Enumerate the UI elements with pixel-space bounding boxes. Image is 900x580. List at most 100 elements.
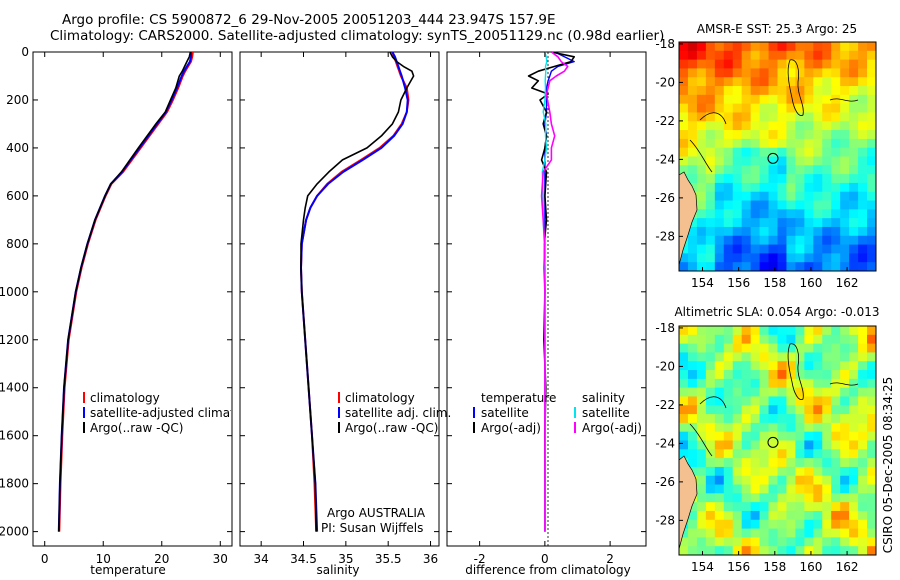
map-cell <box>687 440 698 450</box>
map-cell <box>813 68 823 78</box>
map-cell <box>795 546 805 555</box>
map-cell <box>777 209 788 219</box>
map-cell <box>786 449 796 459</box>
salinity-xtick-label: 36 <box>423 552 438 566</box>
map-cell <box>822 77 832 87</box>
difference-xtick-label: 0 <box>541 552 549 566</box>
map-cell <box>741 326 752 336</box>
map-cell <box>714 510 725 521</box>
reef-contour <box>787 59 804 117</box>
map-cell <box>804 262 814 271</box>
map-cell <box>849 440 859 450</box>
map-cell <box>777 68 788 78</box>
map-cell <box>804 334 814 345</box>
map-cell <box>849 396 859 406</box>
map-cell <box>714 414 725 424</box>
map-cell <box>732 218 743 228</box>
map-cell <box>687 77 698 87</box>
map-cell <box>705 94 716 105</box>
map-cell <box>840 138 850 149</box>
map-cell <box>696 174 707 184</box>
map-cell <box>804 209 814 219</box>
map-cell <box>741 235 752 246</box>
map-cell <box>867 440 876 450</box>
map-cell <box>849 68 859 78</box>
map-cell <box>759 68 770 78</box>
map-cell <box>768 253 779 263</box>
sla-map-title: Altimetric SLA: 0.054 Argo: -0.013 <box>674 305 879 319</box>
map-cell <box>705 537 716 547</box>
map-cell <box>768 138 779 149</box>
map-cell <box>679 343 689 354</box>
map-cell <box>858 147 868 158</box>
map-cell <box>705 226 716 237</box>
map-cell <box>741 414 752 424</box>
map-cell <box>705 191 716 202</box>
map-cell <box>858 86 868 96</box>
map-cell <box>723 370 734 380</box>
map-cell <box>822 475 832 486</box>
map-cell <box>759 77 770 87</box>
map-axis-ticks: 154 156 158 160 162 -18 -20 -22 -24 -26 -28 154 156 1… <box>655 37 858 574</box>
map-cell <box>759 378 770 389</box>
map-cell <box>732 209 743 219</box>
map-cell <box>849 209 859 219</box>
map-cell <box>849 466 859 477</box>
map-cell <box>705 405 716 415</box>
map-cell <box>867 510 876 521</box>
map-cell <box>732 502 743 512</box>
map-cell <box>687 121 698 131</box>
map-cell <box>759 42 770 52</box>
map-cell <box>849 528 859 538</box>
map-cell <box>795 387 805 398</box>
map-cell <box>786 484 796 494</box>
map-cell <box>840 86 850 96</box>
map-cell <box>804 42 814 52</box>
map-cell <box>777 112 788 122</box>
map-cell <box>741 449 752 459</box>
map-cell <box>804 121 814 131</box>
map-cell <box>714 174 725 184</box>
map-cell <box>867 475 876 486</box>
map-cell <box>831 42 841 52</box>
map-cell <box>804 440 814 450</box>
map-cell <box>687 334 698 345</box>
map-cell <box>732 396 743 406</box>
map-cell <box>741 475 752 486</box>
map-cell <box>687 396 698 406</box>
sla-map-cells <box>679 326 876 555</box>
map-cell <box>867 422 876 433</box>
map-cell <box>795 112 805 122</box>
map-cell <box>840 68 850 78</box>
map-cell <box>723 112 734 122</box>
map-cell <box>786 130 796 140</box>
map-cell <box>786 528 796 538</box>
map-cell <box>822 510 832 521</box>
map-cell <box>804 138 814 149</box>
map-cell <box>732 182 743 193</box>
map-cell <box>741 59 752 70</box>
map-cell <box>795 138 805 149</box>
map-cell <box>732 378 743 389</box>
map-cell <box>822 209 832 219</box>
map-cell <box>679 414 689 424</box>
bathymetry-contour <box>689 382 859 457</box>
map-cell <box>759 50 770 61</box>
map-cell <box>777 405 788 415</box>
map-cell <box>858 156 868 166</box>
map-cell <box>840 50 850 61</box>
map-cell <box>750 334 761 345</box>
map-cell <box>867 502 876 512</box>
map-cell <box>831 361 841 371</box>
map-cell <box>786 537 796 547</box>
sla-map-frame <box>678 325 877 556</box>
map-cell <box>795 378 805 389</box>
map-cell <box>759 244 770 254</box>
map-cell <box>696 262 707 271</box>
map-cell <box>696 147 707 158</box>
map-cell <box>750 112 761 122</box>
map-cell <box>705 422 716 433</box>
map-cell <box>786 182 796 193</box>
map-cell <box>732 156 743 166</box>
map-cell <box>777 174 788 184</box>
